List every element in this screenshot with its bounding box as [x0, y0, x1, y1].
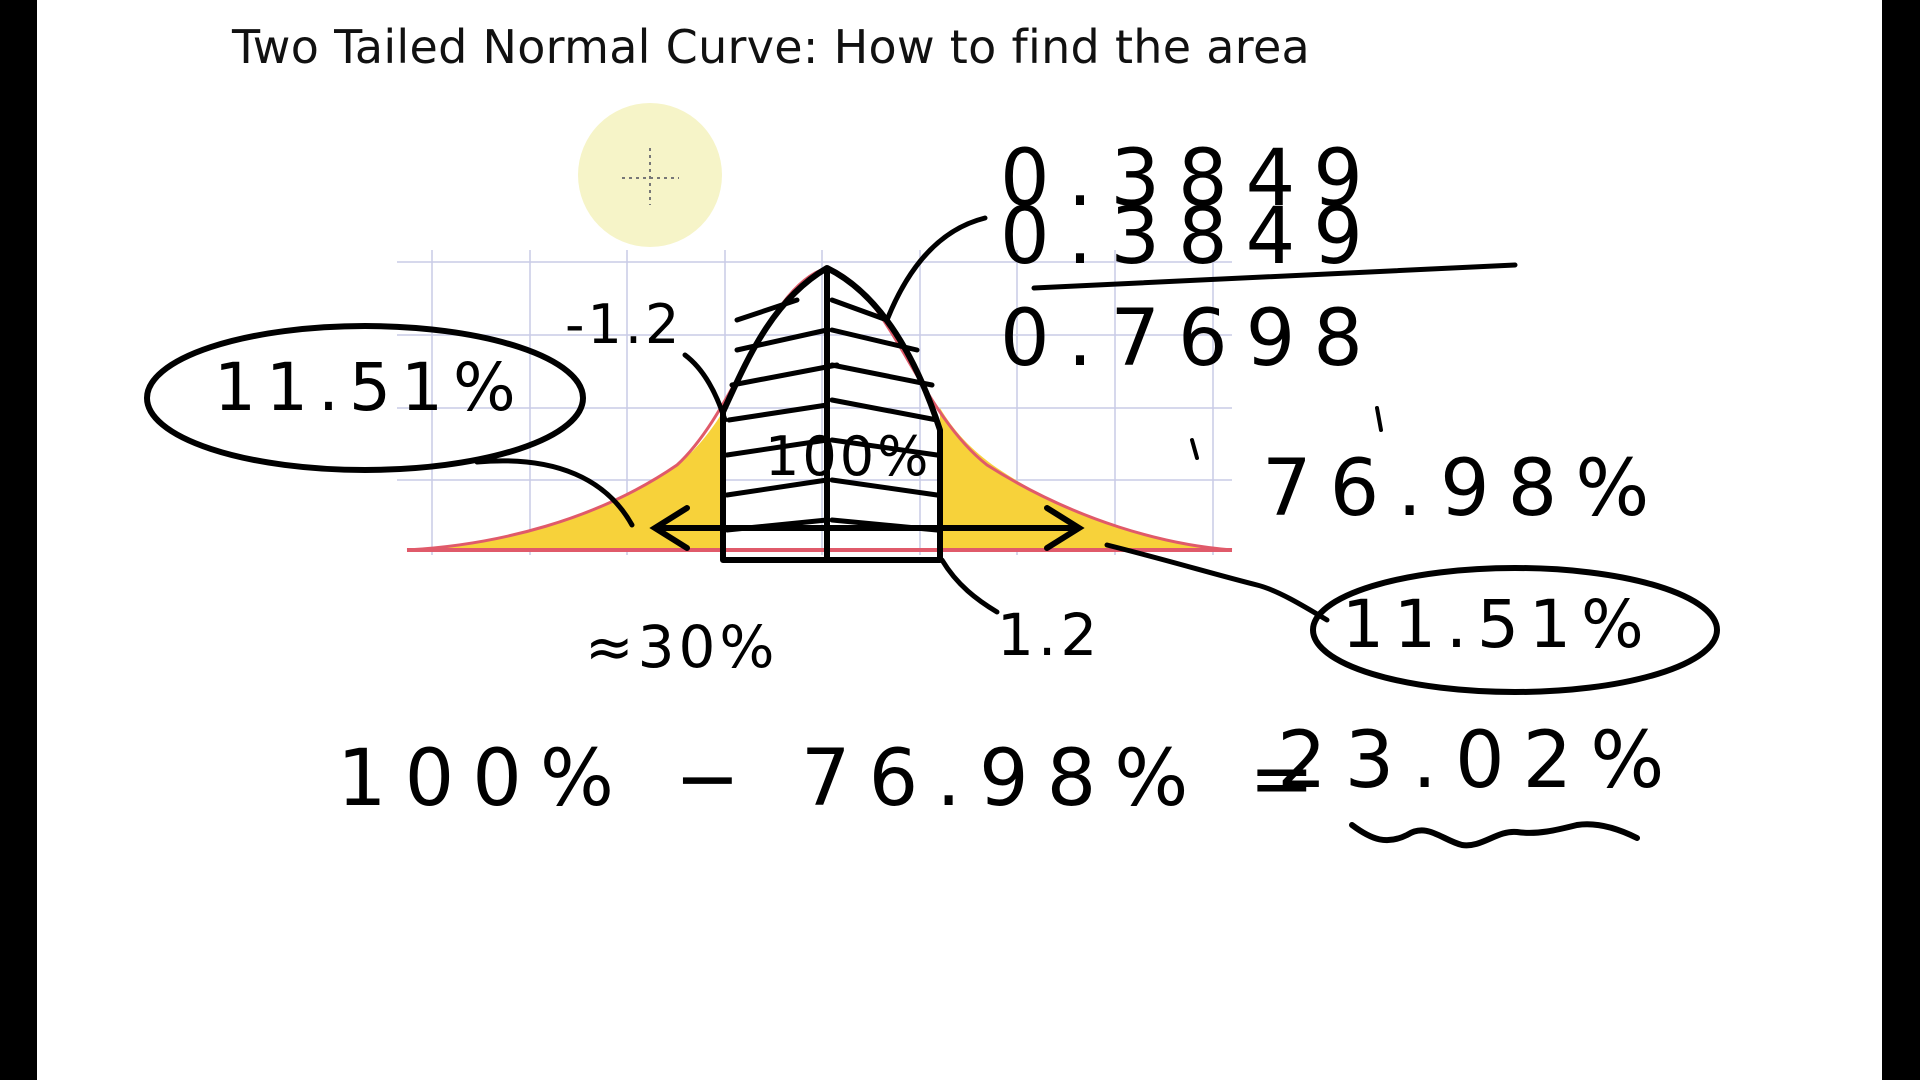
- center-percent-label: 100%: [765, 425, 932, 488]
- crosshair-cursor-icon: [622, 148, 679, 205]
- left-z-label: -1.2: [565, 293, 683, 356]
- right-z-label: 1.2: [997, 601, 1102, 669]
- left-tail-percent: 11.51%: [214, 349, 526, 426]
- right-tail-area: [940, 408, 1232, 550]
- addend-1: 0.3849: [1000, 134, 1381, 224]
- equation-result: 23.02%: [1277, 716, 1683, 806]
- drawing-layer: [144, 103, 1720, 849]
- equation-lhs: 100% − 76.98% =: [337, 734, 1333, 824]
- page-title: Two Tailed Normal Curve: How to find the…: [232, 20, 1311, 74]
- hatching: [724, 297, 940, 563]
- pointer-line-left-z: [682, 352, 728, 423]
- sum-value: 0.7698: [1000, 294, 1381, 384]
- left-tail-callout: [144, 323, 586, 473]
- window-right-edge: [1882, 0, 1920, 1080]
- approx-area-label: ≈30%: [585, 613, 779, 681]
- right-tail-callout: [1310, 565, 1720, 695]
- addend-2: 0.3849: [1000, 192, 1381, 282]
- pointer-line-top: [884, 215, 988, 323]
- left-tail-area: [407, 408, 725, 550]
- whiteboard-canvas[interactable]: Two Tailed Normal Curve: How to find the…: [37, 0, 1882, 1080]
- pointer-line-right-tail: [1104, 542, 1330, 623]
- sum-percent: 76.98%: [1262, 444, 1668, 534]
- result-underline: [1349, 821, 1640, 849]
- pointer-highlight: [578, 103, 722, 247]
- sum-rule: [1031, 262, 1518, 291]
- pointer-line-left-tail: [474, 458, 635, 528]
- span-arrows: [649, 505, 1085, 551]
- right-tail-percent: 11.51%: [1342, 586, 1654, 663]
- pointer-line-right-z: [939, 557, 1000, 615]
